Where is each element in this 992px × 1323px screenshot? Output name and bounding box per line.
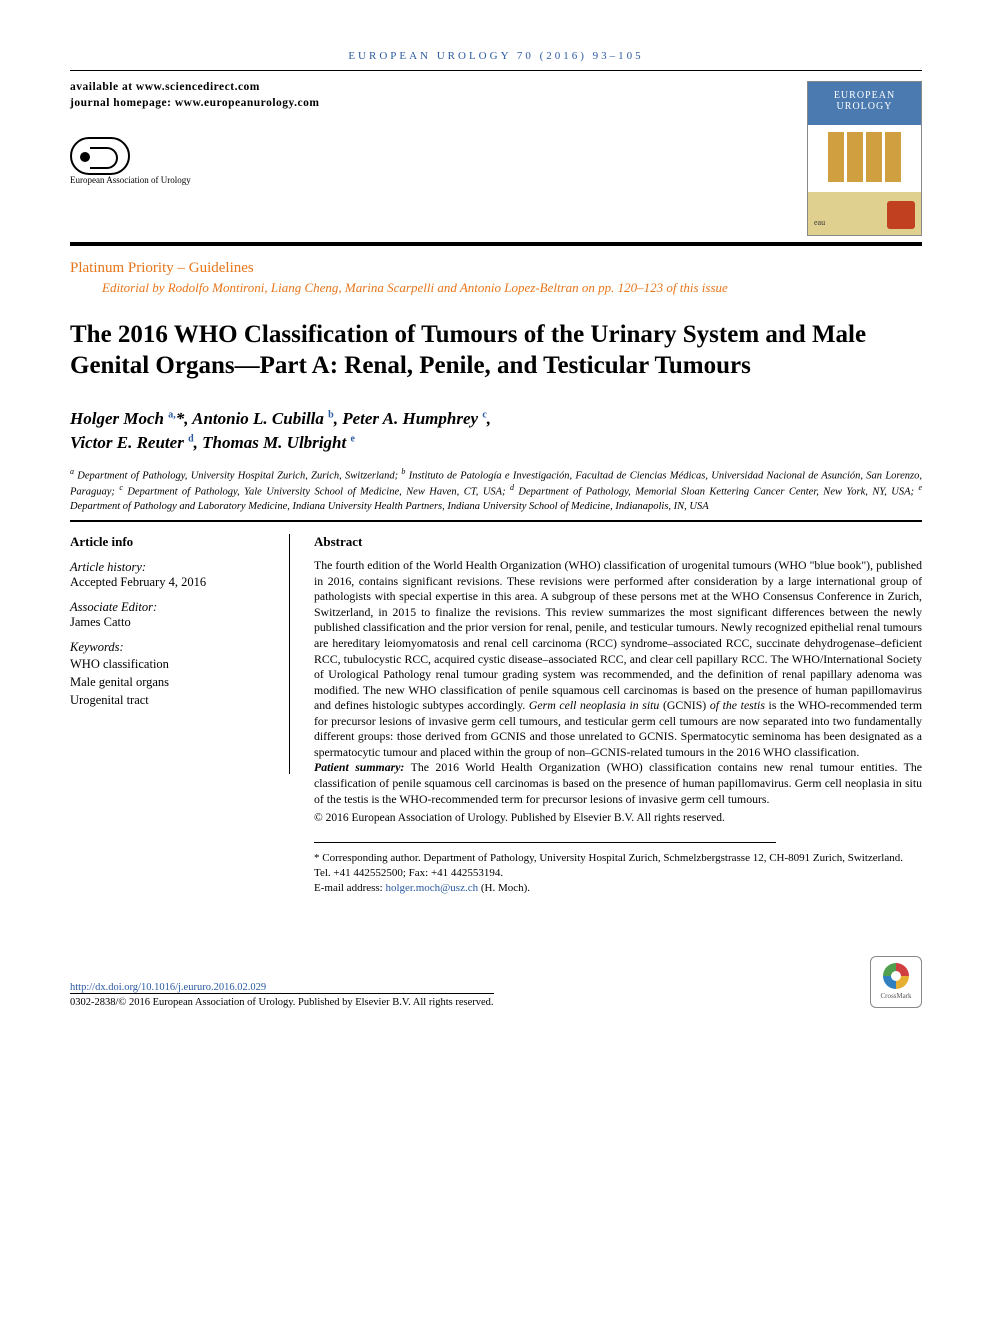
footer-left: http://dx.doi.org/10.1016/j.eururo.2016.…	[70, 982, 494, 1008]
keywords-list: WHO classification Male genital organs U…	[70, 655, 275, 709]
affiliations: a Department of Pathology, University Ho…	[70, 467, 922, 515]
abstract-heading: Abstract	[314, 534, 922, 550]
available-at-line: available at www.sciencedirect.com	[70, 81, 807, 93]
crossmark-icon	[883, 963, 909, 989]
keywords-label: Keywords:	[70, 640, 275, 655]
thin-rule-upper	[70, 520, 922, 522]
patient-summary-text: The 2016 World Health Organization (WHO)…	[314, 760, 922, 805]
journal-homepage-line: journal homepage: www.europeanurology.co…	[70, 97, 807, 109]
running-head: EUROPEAN UROLOGY 70 (2016) 93–105	[70, 50, 922, 62]
corresponding-text: * Corresponding author. Department of Pa…	[314, 852, 903, 879]
corresponding-rule	[314, 842, 776, 843]
corresponding-name: (H. Moch).	[481, 882, 530, 894]
editorial-note: Editorial by Rodolfo Montironi, Liang Ch…	[102, 279, 922, 297]
article-history-label: Article history:	[70, 560, 275, 575]
keyword-item: Urogenital tract	[70, 691, 275, 709]
email-label: E-mail address:	[314, 882, 383, 894]
masthead: available at www.sciencedirect.com journ…	[70, 81, 922, 236]
issn-copyright-line: 0302-2838/© 2016 European Association of…	[70, 997, 494, 1008]
author-list: Holger Moch a,*, Antonio L. Cubilla b, P…	[70, 407, 922, 455]
article-history-value: Accepted February 4, 2016	[70, 575, 275, 590]
corresponding-author: * Corresponding author. Department of Pa…	[314, 851, 922, 896]
associate-editor-label: Associate Editor:	[70, 600, 275, 615]
article-info-heading: Article info	[70, 534, 275, 550]
journal-cover-thumbnail: EUROPEAN UROLOGY eau	[807, 81, 922, 236]
eau-logo	[70, 137, 807, 175]
article-title: The 2016 WHO Classification of Tumours o…	[70, 319, 922, 382]
crossmark-badge[interactable]: CrossMark	[870, 956, 922, 1008]
keyword-item: Male genital organs	[70, 673, 275, 691]
keyword-item: WHO classification	[70, 655, 275, 673]
associate-editor-value: James Catto	[70, 615, 275, 630]
thick-rule	[70, 242, 922, 246]
masthead-left: available at www.sciencedirect.com journ…	[70, 81, 807, 185]
cover-title: EUROPEAN UROLOGY	[814, 90, 915, 112]
footer-rule	[70, 993, 494, 994]
doi-link[interactable]: http://dx.doi.org/10.1016/j.eururo.2016.…	[70, 982, 266, 993]
section-label: Platinum Priority – Guidelines	[70, 260, 922, 277]
abstract-body: The fourth edition of the World Health O…	[314, 558, 922, 826]
eau-org-name: European Association of Urology	[70, 175, 807, 185]
eau-logo-icon	[70, 137, 130, 175]
top-rule	[70, 70, 922, 71]
corresponding-email-link[interactable]: holger.moch@usz.ch	[385, 882, 478, 894]
abstract-copyright: © 2016 European Association of Urology. …	[314, 811, 922, 826]
cover-graphic	[818, 132, 911, 182]
abstract-main-text: The fourth edition of the World Health O…	[314, 558, 922, 759]
patient-summary-label: Patient summary:	[314, 760, 404, 774]
page-footer: http://dx.doi.org/10.1016/j.eururo.2016.…	[70, 956, 922, 1008]
crossmark-label: CrossMark	[880, 992, 911, 1000]
cover-badge	[887, 201, 915, 229]
article-info-column: Article info Article history: Accepted F…	[70, 534, 290, 896]
cover-eau-mark: eau	[814, 218, 825, 227]
info-abstract-row: Article info Article history: Accepted F…	[70, 534, 922, 896]
abstract-column: Abstract The fourth edition of the World…	[314, 534, 922, 896]
